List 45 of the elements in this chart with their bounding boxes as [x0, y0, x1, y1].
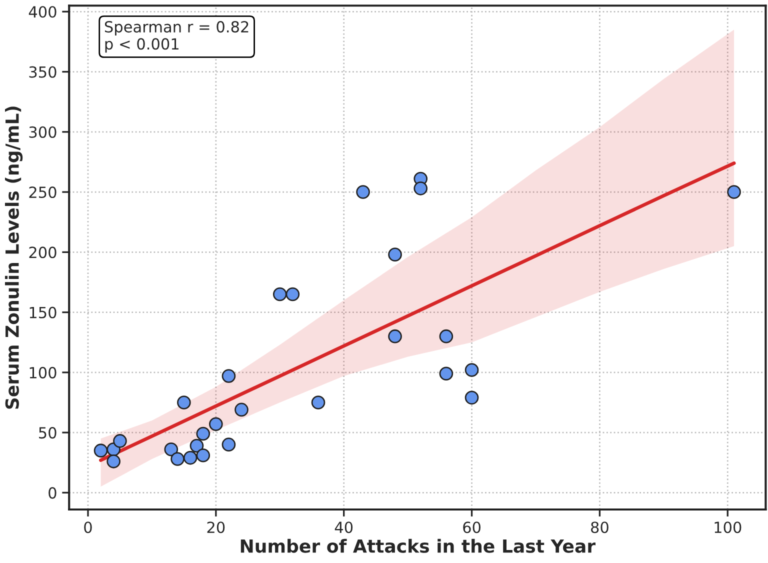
y-tick-label: 50 — [39, 427, 56, 439]
x-tick-label: 100 — [714, 522, 742, 534]
y-tick-label: 100 — [30, 366, 56, 378]
y-tick-label: 250 — [29, 186, 56, 198]
point — [183, 450, 198, 465]
point — [113, 434, 127, 448]
annotation: Spearman r = 0.82 p < 0.001 — [104, 21, 248, 53]
point — [464, 363, 479, 377]
x-tick-label: 20 — [207, 522, 225, 534]
point — [209, 417, 223, 432]
y-tick-label: 400 — [28, 6, 56, 18]
point — [177, 396, 191, 410]
point — [170, 452, 184, 466]
line-series — [99, 161, 736, 462]
y-tick-label: 200 — [29, 246, 56, 258]
y-tick-label: 0 — [48, 487, 56, 499]
point — [439, 366, 454, 381]
point — [222, 438, 236, 452]
y-tick-label: 150 — [30, 306, 56, 318]
y-axis-title: Serum Zonulin Levels (ng/mL) — [4, 106, 23, 409]
point — [272, 287, 287, 302]
point — [439, 329, 454, 344]
point — [190, 438, 204, 453]
point — [234, 402, 248, 417]
x-tick-label: 60 — [463, 522, 480, 534]
x-tick-label: 40 — [334, 522, 353, 534]
point — [196, 426, 210, 441]
point — [414, 182, 428, 196]
point — [106, 454, 120, 468]
point — [222, 369, 236, 383]
point — [464, 390, 479, 405]
y-tick-label: 300 — [29, 126, 56, 138]
x-tick-label: 0 — [84, 522, 92, 534]
point — [196, 448, 210, 462]
x-axis-title: Number of Attacks in the Last Year — [240, 538, 596, 553]
point — [286, 287, 300, 302]
point — [388, 248, 402, 262]
point — [727, 185, 741, 199]
point — [388, 329, 402, 344]
y-tick-label: 350 — [29, 66, 56, 78]
x-tick-label: 80 — [591, 522, 608, 534]
point — [94, 444, 108, 458]
point — [164, 442, 178, 456]
point — [311, 396, 326, 410]
point — [356, 185, 370, 199]
